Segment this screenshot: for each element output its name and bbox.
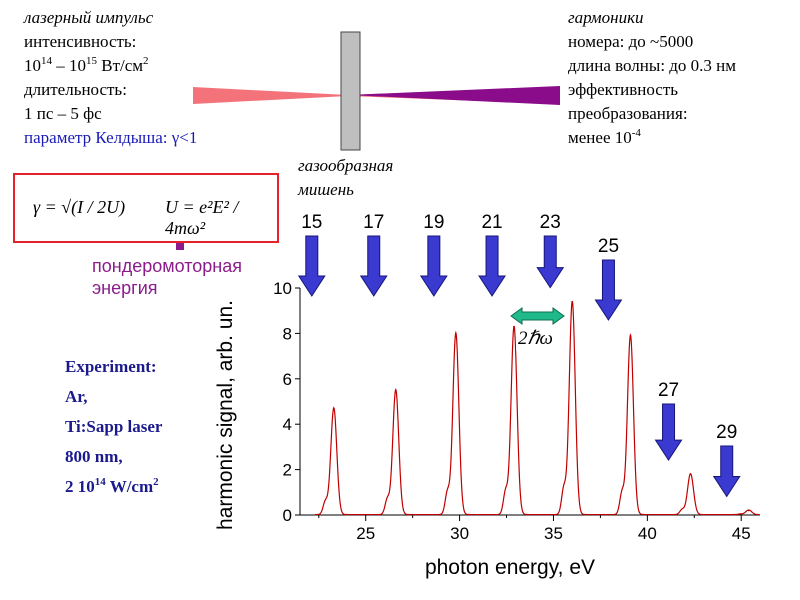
x-axis-label: photon energy, eV (425, 556, 595, 579)
harmonic-order-label: 27 (658, 380, 679, 401)
peak-point (747, 509, 750, 512)
x-tick-label: 30 (450, 524, 469, 543)
harmonic-beam (348, 86, 560, 105)
harmonic-arrow: 19 (419, 212, 448, 297)
harmonic-arrow: 23 (536, 212, 565, 289)
harmonics-efficiency-1: эффективность (568, 80, 679, 99)
harmonic-arrows: 15 17 19 21 23 25 27 29 (297, 212, 741, 498)
harmonic-arrow-shape (478, 235, 506, 297)
intensity-value: 1014 – 1015 Вт/см2 (24, 55, 149, 76)
spacing-arrow (510, 307, 565, 325)
x-tick-label: 25 (356, 524, 375, 543)
harmonic-arrow-shape (594, 259, 623, 321)
x-tick-label: 45 (732, 524, 751, 543)
peak-point (629, 334, 632, 337)
spacing-label: 2ℏω (516, 327, 555, 350)
harmonic-arrow-shape (712, 445, 741, 498)
duration-label: длительность: (24, 80, 127, 99)
target-label: газообразная мишень (298, 154, 393, 202)
y-tick-label: 6 (283, 370, 292, 389)
laser-params: лазерный импульс интенсивность: 1014 – 1… (24, 6, 197, 150)
experiment-line1: Experiment: (65, 357, 157, 376)
experiment-line3: Ti:Sapp laser (65, 417, 163, 436)
peak-point (571, 300, 574, 303)
peak-point (455, 332, 457, 335)
harmonics-efficiency-value: менее 10-4 (568, 127, 641, 148)
harmonics-numbers: номера: до ~5000 (568, 32, 694, 51)
ponderomotive-formula: U = e²E² / 4mω² (165, 197, 239, 238)
gas-target (340, 31, 361, 151)
harmonic-arrow-shape (419, 235, 448, 297)
laser-title: лазерный импульс (24, 8, 154, 27)
duration-value: 1 пс – 5 фс (24, 104, 102, 123)
harmonic-arrow: 25 (594, 236, 623, 321)
peak-point (689, 473, 692, 475)
harmonic-arrow: 15 (297, 212, 326, 297)
harmonic-arrow: 17 (359, 212, 388, 297)
harmonic-order-label: 25 (598, 236, 619, 257)
harmonic-order-label: 15 (301, 212, 322, 233)
target-label-line1: газообразная (298, 156, 394, 175)
y-tick-label: 4 (283, 415, 292, 434)
x-tick-label: 40 (638, 524, 657, 543)
harmonic-arrow-shape (654, 403, 683, 462)
y-tick-label: 10 (273, 279, 292, 298)
harmonic-order-label: 23 (540, 212, 561, 233)
harmonic-arrow: 29 (712, 422, 741, 498)
spectrum (315, 300, 760, 516)
gamma-formula: γ = √(I / 2U) (33, 197, 126, 217)
experiment-line5: 2 1014 W/cm2 (65, 476, 159, 497)
harmonic-order-label: 19 (423, 212, 444, 233)
harmonic-arrow-shape (536, 235, 565, 289)
harmonic-order-label: 21 (481, 212, 502, 233)
experiment-info: Experiment: Ar, Ti:Sapp laser 800 nm, 2 … (65, 352, 162, 502)
harmonic-order-label: 17 (363, 212, 384, 233)
peak-point (332, 407, 335, 410)
intensity-label: интенсивность: (24, 32, 137, 51)
plot-axes: 0 2 4 6 8 10 25 30 35 40 45 photon energy, eV harmon… (214, 279, 760, 579)
ponderomotive-line1: пондеромоторная (92, 256, 242, 276)
harmonic-order-label: 29 (716, 422, 737, 443)
experiment-line2: Ar, (65, 387, 88, 406)
harmonics-wavelength: длина волны: до 0.3 нм (568, 56, 737, 75)
harmonic-arrow: 27 (654, 380, 683, 462)
y-tick-label: 0 (283, 506, 292, 525)
keldysh-parameter: параметр Келдыша: γ<1 (24, 128, 198, 147)
formula-box: γ = √(I / 2U) U = e²E² / 4mω² (13, 173, 279, 243)
peak-point (394, 389, 397, 391)
harmonic-arrow-shape (359, 235, 388, 297)
x-tick-label: 35 (544, 524, 563, 543)
ponderomotive-label: пондеромоторная энергия (92, 255, 242, 299)
peak-point (513, 325, 515, 328)
harmonics-title: гармоники (568, 8, 644, 27)
y-tick-label: 2 (283, 461, 292, 480)
harmonics-efficiency-2: преобразования: (568, 104, 688, 123)
target-label-line2: мишень (298, 180, 354, 199)
harmonics-params: гармоники номера: до ~5000 длина волны: … (568, 6, 736, 150)
spectrum-line (315, 301, 760, 516)
y-tick-label: 8 (283, 324, 292, 343)
ponderomotive-line2: энергия (92, 278, 158, 298)
experiment-line4: 800 nm, (65, 447, 123, 466)
y-axis-label: harmonic signal, arb. un. (214, 300, 237, 530)
harmonic-arrow: 21 (478, 212, 506, 297)
harmonic-arrow-shape (297, 235, 326, 297)
